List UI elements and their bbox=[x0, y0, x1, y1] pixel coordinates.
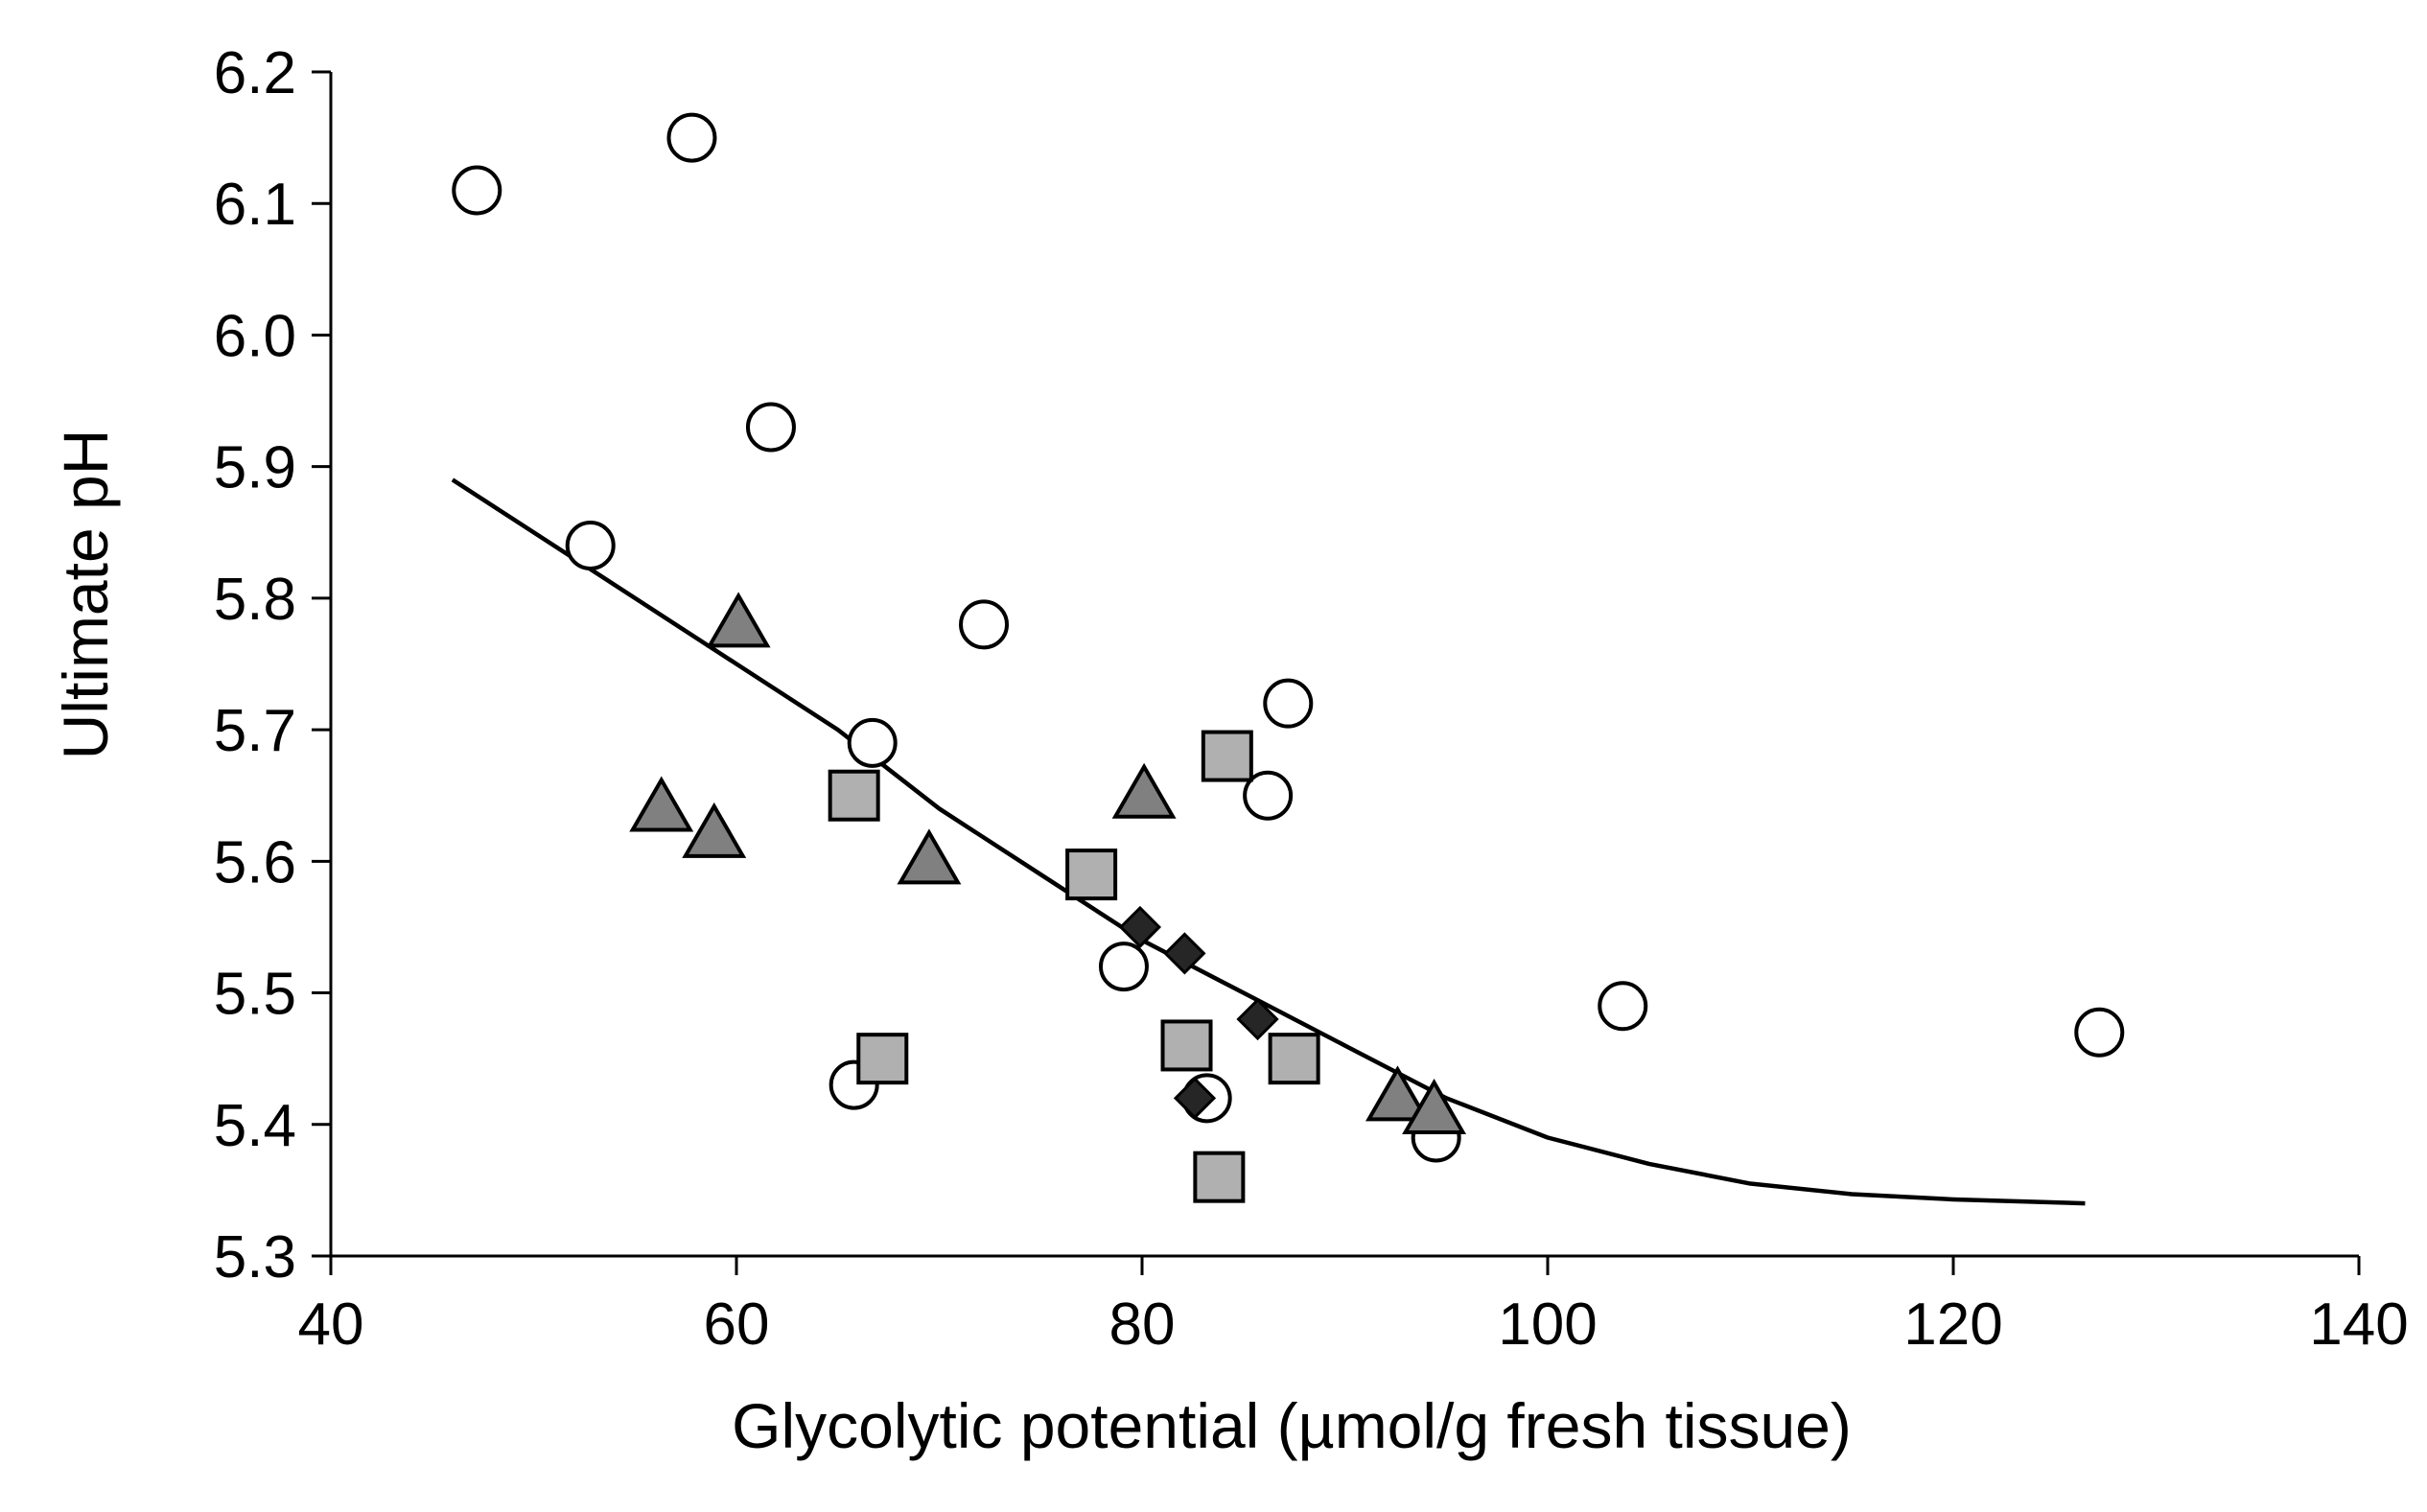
circle-data-point bbox=[959, 599, 1010, 650]
x-tick-label: 40 bbox=[298, 1291, 364, 1358]
diamond-data-point bbox=[1163, 932, 1206, 975]
y-tick-label: 6.1 bbox=[214, 172, 296, 238]
fit-curve-layer bbox=[451, 477, 2086, 1206]
triangle-data-point bbox=[682, 802, 747, 858]
circle-data-point bbox=[1098, 942, 1149, 992]
x-axis-title: Glycolytic potential (µmol/g fresh tissu… bbox=[732, 1390, 1852, 1461]
points-layer bbox=[452, 112, 2125, 1203]
x-tick-label: 100 bbox=[1498, 1291, 1597, 1358]
circle-data-point bbox=[1263, 678, 1314, 729]
x-tick-label: 140 bbox=[2309, 1291, 2408, 1358]
diamond-data-point bbox=[1118, 905, 1162, 949]
triangle-data-point bbox=[1365, 1065, 1430, 1122]
y-tick-label: 5.7 bbox=[214, 698, 296, 764]
square-data-point bbox=[1065, 849, 1118, 901]
x-tick-label: 120 bbox=[1903, 1291, 2002, 1358]
triangle-data-point bbox=[629, 776, 694, 832]
circle-data-point bbox=[565, 521, 616, 570]
y-tick-label: 5.4 bbox=[214, 1093, 296, 1159]
fit-curve-line bbox=[451, 477, 2086, 1206]
circle-data-point bbox=[452, 165, 502, 216]
square-data-point bbox=[1160, 1019, 1213, 1072]
triangle-data-point bbox=[897, 828, 962, 885]
y-tick-label: 6.0 bbox=[214, 303, 296, 369]
circle-data-point bbox=[2074, 1007, 2125, 1058]
circle-data-point bbox=[666, 112, 717, 163]
triangle-data-point bbox=[1402, 1079, 1467, 1135]
triangle-data-point bbox=[1111, 762, 1177, 819]
axes: 5.3 5.4 5.5 5.6 5.7 5.8 5.9 6.0 6.1 6.2 40 60 80 100 1… bbox=[214, 40, 2409, 1358]
x-tick-label: 60 bbox=[704, 1291, 770, 1358]
y-tick-label: 5.8 bbox=[214, 567, 296, 633]
y-tick-label: 5.9 bbox=[214, 435, 296, 501]
square-data-point bbox=[828, 769, 880, 822]
triangle-data-point bbox=[706, 592, 771, 648]
x-tick-label: 80 bbox=[1109, 1291, 1176, 1358]
square-data-point bbox=[1201, 730, 1253, 782]
square-data-point bbox=[856, 1033, 909, 1085]
diamond-data-point bbox=[1173, 1077, 1217, 1120]
square-data-point bbox=[1268, 1033, 1320, 1085]
y-tick-label: 5.5 bbox=[214, 962, 296, 1028]
y-tick-label: 5.3 bbox=[214, 1224, 296, 1291]
circle-data-point bbox=[1598, 981, 1648, 1032]
square-data-point bbox=[1193, 1151, 1246, 1203]
y-tick-label: 6.2 bbox=[214, 40, 296, 106]
y-axis-title: Ultimate pH bbox=[50, 430, 121, 760]
circle-data-point bbox=[1243, 770, 1294, 821]
circle-data-point bbox=[745, 402, 796, 453]
y-tick-label: 5.6 bbox=[214, 829, 296, 896]
circle-data-point bbox=[847, 717, 898, 768]
diamond-data-point bbox=[1236, 997, 1279, 1041]
